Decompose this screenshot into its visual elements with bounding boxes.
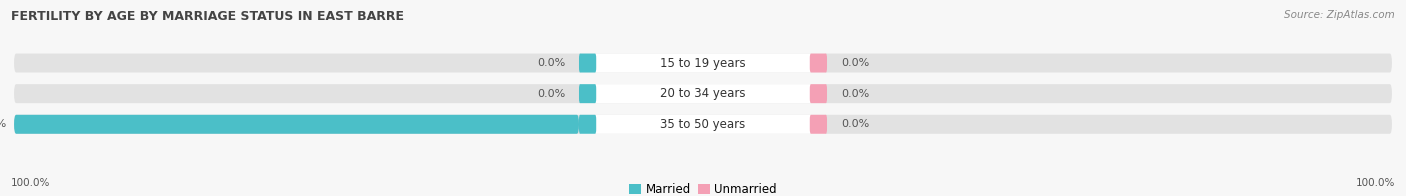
FancyBboxPatch shape (14, 84, 1392, 103)
Text: Source: ZipAtlas.com: Source: ZipAtlas.com (1284, 10, 1395, 20)
FancyBboxPatch shape (579, 54, 596, 73)
FancyBboxPatch shape (14, 54, 1392, 73)
FancyBboxPatch shape (579, 115, 827, 134)
Text: 100.0%: 100.0% (11, 178, 51, 188)
FancyBboxPatch shape (579, 84, 827, 103)
FancyBboxPatch shape (14, 115, 579, 134)
FancyBboxPatch shape (810, 115, 827, 134)
Text: 0.0%: 0.0% (537, 89, 565, 99)
FancyBboxPatch shape (579, 54, 827, 73)
Text: 0.0%: 0.0% (841, 89, 869, 99)
Text: 100.0%: 100.0% (1355, 178, 1395, 188)
Text: 0.0%: 0.0% (841, 58, 869, 68)
Legend: Married, Unmarried: Married, Unmarried (628, 183, 778, 196)
FancyBboxPatch shape (810, 54, 827, 73)
FancyBboxPatch shape (810, 84, 827, 103)
Text: 0.0%: 0.0% (841, 119, 869, 129)
Text: 20 to 34 years: 20 to 34 years (661, 87, 745, 100)
Text: FERTILITY BY AGE BY MARRIAGE STATUS IN EAST BARRE: FERTILITY BY AGE BY MARRIAGE STATUS IN E… (11, 10, 405, 23)
Text: 100.0%: 100.0% (0, 119, 7, 129)
FancyBboxPatch shape (579, 115, 596, 134)
FancyBboxPatch shape (579, 84, 596, 103)
FancyBboxPatch shape (14, 115, 1392, 134)
Text: 35 to 50 years: 35 to 50 years (661, 118, 745, 131)
Text: 15 to 19 years: 15 to 19 years (661, 56, 745, 70)
Text: 0.0%: 0.0% (537, 58, 565, 68)
